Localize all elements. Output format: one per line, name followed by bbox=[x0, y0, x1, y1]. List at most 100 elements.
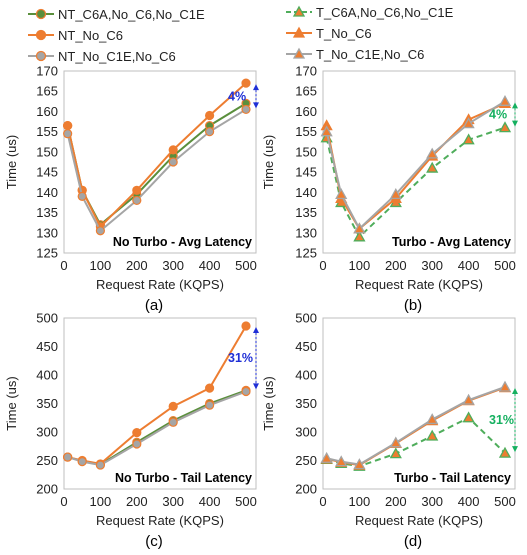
chart-panel: 125 130 135 140 145 150 155 160 165 170 0 100 200 300… bbox=[4, 64, 259, 314]
panel-title: No Turbo - Tail Latency bbox=[115, 471, 252, 485]
data-point bbox=[241, 78, 251, 88]
data-point bbox=[132, 195, 142, 206]
data-point bbox=[63, 120, 73, 131]
x-tick-label: 400 bbox=[199, 258, 221, 273]
legend-marker bbox=[35, 50, 47, 62]
y-axis-label: Time (us) bbox=[261, 376, 276, 430]
x-tick-label: 0 bbox=[60, 258, 67, 273]
arrow-head-down bbox=[253, 383, 259, 390]
x-tick-label: 100 bbox=[349, 494, 371, 509]
arrow-head-up bbox=[253, 326, 259, 333]
y-tick-label: 200 bbox=[36, 482, 58, 497]
y-tick-label: 140 bbox=[36, 185, 58, 200]
y-tick-label: 150 bbox=[36, 144, 58, 159]
data-point bbox=[498, 446, 512, 458]
data-point bbox=[241, 104, 251, 115]
annotation-label: 31% bbox=[489, 413, 514, 427]
y-tick-label: 160 bbox=[295, 104, 317, 119]
data-point bbox=[320, 125, 333, 137]
y-tick-label: 250 bbox=[36, 453, 58, 468]
y-tick-label: 125 bbox=[36, 246, 58, 261]
series-line bbox=[66, 82, 247, 229]
x-tick-label: 300 bbox=[162, 258, 184, 273]
x-tick-label: 100 bbox=[349, 258, 371, 273]
data-point bbox=[95, 460, 106, 470]
y-tick-label: 155 bbox=[36, 124, 58, 139]
chart-panel: 200 250 300 350 400 450 500 0 100 200 300 400 500 Req… bbox=[261, 311, 518, 550]
data-point bbox=[389, 436, 402, 448]
data-point bbox=[205, 383, 215, 393]
y-tick-label: 130 bbox=[36, 225, 58, 240]
data-point bbox=[335, 455, 348, 467]
data-point bbox=[498, 121, 512, 133]
panel-label: (d) bbox=[404, 533, 422, 550]
data-point bbox=[77, 191, 87, 201]
y-tick-label: 300 bbox=[36, 425, 58, 440]
data-point bbox=[168, 145, 178, 155]
y-tick-label: 350 bbox=[295, 396, 317, 411]
data-point bbox=[63, 129, 73, 139]
x-tick-label: 0 bbox=[319, 258, 326, 273]
data-point bbox=[462, 117, 475, 129]
data-point bbox=[498, 94, 512, 106]
data-point bbox=[426, 429, 439, 441]
y-tick-label: 135 bbox=[295, 205, 317, 220]
data-point bbox=[132, 427, 142, 438]
x-tick-label: 300 bbox=[421, 494, 443, 509]
x-tick-label: 0 bbox=[60, 494, 67, 509]
legend-label: T_No_C1E,No_C6 bbox=[316, 47, 424, 62]
x-tick-label: 500 bbox=[494, 258, 516, 273]
x-axis-label: Request Rate (KQPS) bbox=[96, 277, 224, 292]
data-point bbox=[205, 127, 215, 137]
x-tick-label: 300 bbox=[162, 494, 184, 509]
legend-marker bbox=[292, 26, 306, 38]
data-point bbox=[168, 157, 178, 167]
chart-panels: 125 130 135 140 145 150 155 160 165 170 0 100 200 300… bbox=[4, 64, 518, 550]
x-tick-label: 100 bbox=[90, 494, 112, 509]
y-axis-label: Time (us) bbox=[4, 135, 19, 189]
annotation-label: 4% bbox=[489, 107, 507, 121]
panel-label: (a) bbox=[145, 297, 163, 314]
arrow-head-up bbox=[512, 102, 518, 109]
data-point bbox=[241, 386, 251, 397]
x-tick-label: 200 bbox=[126, 494, 148, 509]
legend-label: NT_No_C6 bbox=[58, 28, 123, 43]
x-tick-label: 300 bbox=[421, 258, 443, 273]
y-tick-label: 125 bbox=[295, 246, 317, 261]
legend-right: T_C6A,No_C6,No_C1E T_No_C6 T_No_C1E,No_C6 bbox=[286, 5, 454, 62]
data-point bbox=[462, 133, 475, 145]
series-line bbox=[66, 102, 247, 227]
panel-title: No Turbo - Avg Latency bbox=[113, 235, 252, 249]
y-tick-label: 200 bbox=[295, 482, 317, 497]
data-point bbox=[426, 147, 439, 159]
data-point bbox=[320, 451, 333, 463]
annotation-label: 4% bbox=[228, 89, 246, 103]
y-tick-label: 450 bbox=[295, 339, 317, 354]
x-tick-label: 500 bbox=[235, 258, 257, 273]
y-tick-label: 145 bbox=[295, 165, 317, 180]
x-axis-label: Request Rate (KQPS) bbox=[355, 513, 483, 528]
y-tick-label: 300 bbox=[295, 425, 317, 440]
series-line bbox=[326, 416, 506, 468]
y-tick-label: 165 bbox=[36, 84, 58, 99]
x-tick-label: 400 bbox=[458, 258, 480, 273]
x-tick-label: 200 bbox=[385, 258, 407, 273]
legend-label: NT_C6A,No_C6,No_C1E bbox=[58, 7, 205, 22]
legend-marker bbox=[292, 47, 306, 59]
plot-frame bbox=[322, 70, 516, 254]
legend-marker bbox=[35, 29, 47, 41]
legend-label: T_No_C6 bbox=[316, 26, 372, 41]
panel-label: (c) bbox=[145, 533, 163, 550]
data-point bbox=[168, 401, 178, 411]
series-line bbox=[67, 390, 247, 467]
data-point bbox=[205, 400, 215, 410]
y-tick-label: 350 bbox=[36, 396, 58, 411]
annotation-label: 31% bbox=[228, 351, 253, 365]
y-tick-label: 450 bbox=[36, 339, 58, 354]
y-tick-label: 170 bbox=[295, 64, 317, 79]
panel-label: (b) bbox=[404, 297, 422, 314]
series-line bbox=[326, 386, 506, 467]
chart-panel: 200 250 300 350 400 450 500 0 100 200 300 400 500 Req… bbox=[4, 311, 259, 550]
y-tick-label: 160 bbox=[36, 104, 58, 119]
